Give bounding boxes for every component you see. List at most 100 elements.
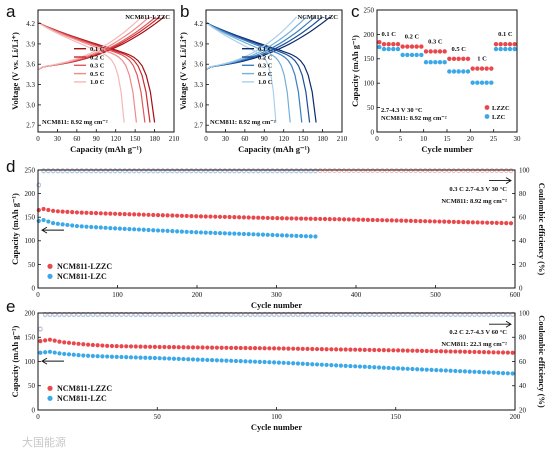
point-LZZC [428, 49, 433, 54]
point-LZC [507, 46, 513, 52]
capacity-point-NCM811-LZZC [284, 216, 289, 221]
capacity-point-NCM811-LZC [117, 226, 122, 231]
plot-frame [37, 312, 516, 411]
capacity-point-NCM811-LZZC [300, 346, 305, 351]
capacity-point-NCM811-LZZC [396, 348, 401, 353]
capacity-point-NCM811-LZZC [43, 338, 48, 343]
capacity-point-NCM811-LZC [270, 232, 275, 238]
ce-point-NCM811-LZZC [370, 168, 375, 173]
capacity-point-NCM811-LZZC [432, 219, 437, 224]
capacity-point-NCM811-LZZC [510, 350, 515, 355]
panel-a: 0 30 60 90 120 150 180 210 2.7 3.0 3.3 3.6 3.9 4.2 NCM… [10, 9, 180, 154]
capacity-point-NCM811-LZZC [132, 212, 137, 217]
capacity-point-NCM811-LZZC [442, 219, 447, 224]
ce-point-NCM811-LZZC [408, 168, 414, 173]
capacity-point-NCM811-LZC [151, 228, 156, 233]
point-LZC [475, 80, 480, 85]
y-tick-label: 150 [25, 334, 36, 342]
capacity-point-NCM811-LZC [300, 361, 305, 366]
legend-label: 0.3 C [90, 63, 105, 70]
capacity-point-NCM811-LZZC [362, 347, 367, 352]
capacity-point-NCM811-LZC [458, 369, 463, 374]
ce-point-NCM811-LZC [112, 168, 118, 174]
capacity-point-NCM811-LZC [195, 357, 200, 362]
capacity-point-NCM811-LZC [36, 218, 41, 224]
capacity-point-NCM811-LZZC [203, 214, 208, 219]
capacity-point-NCM811-LZZC [194, 214, 199, 219]
capacity-point-NCM811-LZZC [500, 350, 506, 355]
capacity-point-NCM811-LZZC [133, 344, 138, 349]
capacity-point-NCM811-LZC [372, 365, 377, 370]
capacity-point-NCM811-LZC [477, 369, 482, 375]
capacity-point-NCM811-LZZC [461, 220, 466, 225]
capacity-point-NCM811-LZC [119, 354, 124, 360]
capacity-point-NCM811-LZZC [138, 344, 143, 349]
capacity-point-NCM811-LZZC [141, 212, 146, 217]
capacity-point-NCM811-LZZC [289, 216, 294, 221]
capacity-point-NCM811-LZZC [485, 220, 490, 225]
capacity-point-NCM811-LZC [415, 367, 420, 372]
capacity-point-NCM811-LZC [386, 365, 391, 371]
capacity-point-NCM811-LZC [43, 350, 48, 355]
y-tick-label: 20 [519, 261, 527, 269]
capacity-point-NCM811-LZC [136, 227, 142, 232]
point-LZZC [503, 41, 508, 47]
capacity-point-NCM811-LZC [257, 359, 262, 364]
ce-point-NCM811-LZZC [427, 168, 433, 173]
x-tick-label: 60 [73, 135, 81, 143]
capacity-point-NCM811-LZZC [281, 346, 286, 351]
x-tick-label: 400 [351, 291, 362, 299]
point-LZC [470, 80, 475, 85]
x-tick-label: 30 [514, 135, 522, 143]
capacity-point-NCM811-LZZC [394, 218, 399, 223]
x-tick-label: 10 [420, 135, 428, 143]
capacity-point-NCM811-LZZC [467, 349, 472, 354]
ce-point-NCM811-LZZC [418, 168, 423, 173]
capacity-point-NCM811-LZZC [113, 211, 118, 216]
capacity-point-NCM811-LZC [85, 353, 91, 358]
ce-point-NCM811-LZZC [456, 168, 461, 173]
ce-point-NCM811-LZC [146, 168, 151, 174]
capacity-point-NCM811-LZZC [74, 210, 80, 215]
capacity-point-NCM811-LZC [132, 227, 137, 232]
ce-point-NCM811-LZC [108, 168, 113, 174]
capacity-point-NCM811-LZZC [376, 347, 382, 353]
ce-point-NCM811-LZZC [375, 168, 380, 173]
y-tick-label: 3.3 [26, 81, 35, 89]
capacity-point-NCM811-LZC [424, 367, 429, 372]
ce-point-NCM811-LZZC [322, 168, 328, 173]
capacity-point-NCM811-LZC [219, 358, 224, 363]
capacity-point-NCM811-LZZC [477, 349, 482, 355]
capacity-point-NCM811-LZC [303, 234, 309, 239]
legend-label: 0.1 C [90, 46, 105, 53]
capacity-point-NCM811-LZZC [71, 341, 76, 346]
capacity-point-NCM811-LZZC [251, 215, 256, 220]
y-axis-title: Voltage (V vs. Li/Li⁺) [10, 32, 20, 110]
capacity-point-NCM811-LZZC [399, 218, 404, 223]
ce-point-NCM811-LZZC [437, 168, 442, 173]
capacity-point-NCM811-LZC [265, 232, 270, 237]
x-tick-label: 0 [375, 135, 379, 143]
y-axis-title: Voltage (V vs. Li/Li⁺) [178, 32, 188, 110]
y-tick-label: 3.6 [26, 61, 35, 69]
capacity-point-NCM811-LZZC [109, 343, 115, 349]
capacity-point-NCM811-LZZC [241, 215, 247, 220]
capacity-point-NCM811-LZC [76, 352, 81, 358]
point-LZC [489, 80, 494, 85]
capacity-point-NCM811-LZC [324, 362, 329, 368]
x-tick-label: 15 [444, 135, 452, 143]
discharge-curve-0.5C [37, 21, 137, 123]
capacity-point-NCM811-LZC [200, 357, 205, 362]
capacity-point-NCM811-LZZC [114, 344, 119, 349]
capacity-point-NCM811-LZZC [233, 345, 239, 351]
capacity-point-NCM811-LZZC [496, 350, 501, 355]
loading-annotation: NCM811: 8.92 mg cm⁻² [381, 115, 447, 122]
capacity-point-NCM811-LZZC [438, 349, 444, 354]
capacity-point-NCM811-LZZC [400, 348, 406, 353]
capacity-point-NCM811-LZZC [170, 213, 175, 218]
point-LZZC [414, 44, 419, 49]
capacity-point-NCM811-LZC [305, 361, 310, 367]
capacity-point-NCM811-LZZC [356, 217, 361, 222]
